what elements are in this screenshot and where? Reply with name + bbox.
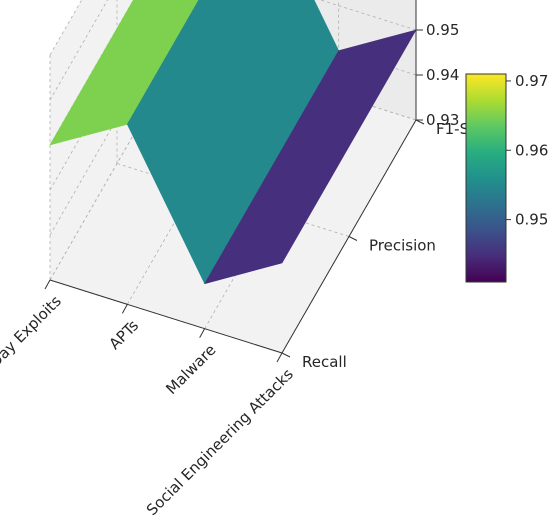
x-tick-label: Zero-Day Exploits [0, 292, 65, 399]
x-tick [199, 328, 206, 338]
x-tick-label: APTs [106, 316, 143, 353]
z-grid-line [49, 0, 83, 56]
surface [49, 0, 417, 285]
x-tick-label: Malware [162, 341, 219, 398]
y-tick-label: Recall [302, 353, 347, 371]
colorbar-gradient [465, 73, 507, 283]
colorbar-tick-label: 0.96 [515, 141, 548, 159]
z-tick-label: 0.94 [426, 66, 459, 84]
x-axis-line [49, 279, 283, 354]
y-tick-label: Precision [369, 237, 436, 255]
z-tick-label: 0.95 [426, 21, 459, 39]
y-tick [348, 236, 358, 241]
colorbar-tick-label: 0.95 [515, 211, 548, 229]
colorbar: 0.95 0.96 0.97 [465, 72, 548, 283]
colorbar-tick-label: 0.97 [515, 72, 548, 90]
y-tick [415, 119, 425, 125]
y-tick [281, 352, 291, 358]
x-tick [44, 279, 51, 290]
surface-patch [204, 146, 350, 285]
x-tick [121, 304, 128, 314]
z-grid-line [49, 0, 108, 101]
x-tick [276, 352, 283, 363]
z-tick-label: 0.93 [426, 111, 459, 129]
